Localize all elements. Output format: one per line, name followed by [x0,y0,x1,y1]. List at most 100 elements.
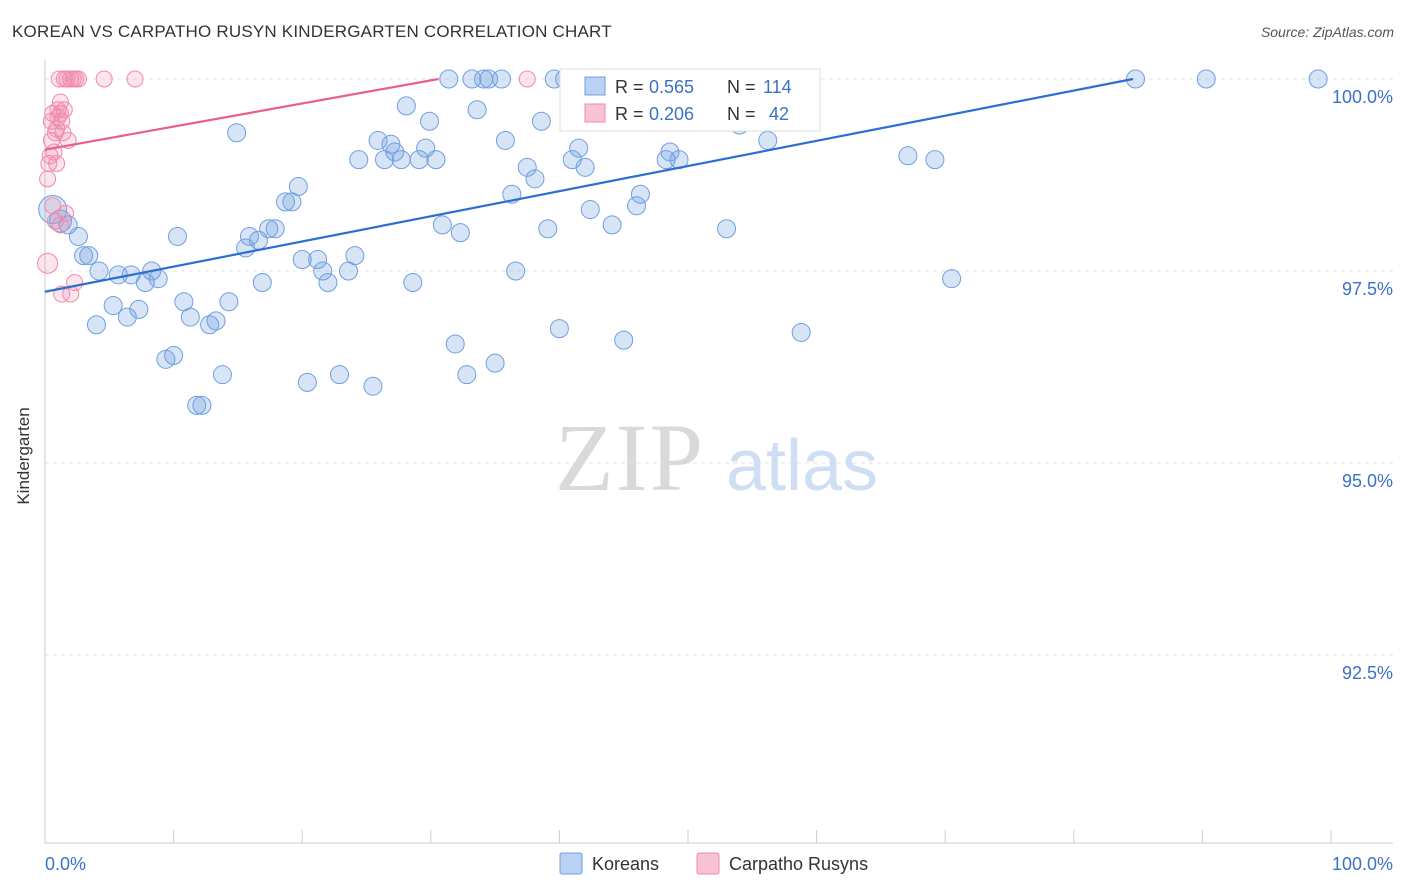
point-korean [391,150,411,170]
point-korean [86,315,106,335]
point-korean [252,273,272,293]
point-carpatho-rusyn [48,154,66,172]
point-carpatho-rusyn [55,101,73,119]
point-korean [288,177,308,197]
point-korean [492,69,512,89]
point-korean [439,69,459,89]
point-korean [450,223,470,243]
legend-r-label-1: R = [615,77,644,97]
point-korean [297,372,317,392]
axes [44,60,1393,844]
point-korean [549,319,569,339]
point-korean [517,157,537,177]
watermark-zip: ZIP [555,404,705,511]
grid-lines [45,78,1393,656]
point-korean [368,130,388,150]
y-tick-labels: 100.0% 97.5% 95.0% 92.5% [1332,87,1393,683]
point-korean [68,226,88,246]
point-korean [614,330,634,350]
x-tick-label: 0.0% [45,854,86,874]
point-korean [942,269,962,289]
point-korean [602,215,622,235]
point-korean [345,246,365,266]
point-korean [292,249,312,269]
x-tick-label: 100.0% [1332,854,1393,874]
point-korean [167,226,187,246]
legend-swatch-koreans [584,76,606,96]
point-korean [308,249,328,269]
point-korean [385,142,405,162]
stats-legend: R = 0.565 N = 114 R = 0.206 N = 42 [559,68,821,132]
point-carpatho-rusyn [51,93,69,111]
legend-n-label-1: N = [727,77,756,97]
point-korean [432,215,452,235]
point-korean [717,219,737,239]
point-korean [396,96,416,116]
point-korean [531,111,551,131]
point-korean [117,307,137,327]
bottom-swatch-rusyns [696,852,720,875]
point-korean [265,219,285,239]
source-label: Source: ZipAtlas.com [1260,24,1394,40]
point-korean [74,246,94,266]
legend-n-label-2: N = [727,104,756,124]
bottom-swatch-koreans [559,852,583,875]
point-korean [318,273,338,293]
point-korean [525,169,545,189]
point-korean [349,150,369,170]
watermark-atlas: atlas [726,426,878,506]
point-korean [363,376,383,396]
point-korean [259,219,279,239]
point-korean [426,150,446,170]
point-korean [148,269,168,289]
point-carpatho-rusyn [95,70,113,88]
point-korean [329,365,349,385]
point-korean [898,146,918,166]
point-korean [1196,69,1216,89]
point-korean [457,365,477,385]
point-korean [206,311,226,331]
trend-line-carpatho-rusyns [44,77,439,151]
point-korean [575,157,595,177]
point-korean [409,150,429,170]
bottom-label-koreans: Koreans [592,854,659,874]
legend-swatch-rusyns [584,103,606,123]
trend-line-koreans [44,77,1134,293]
point-korean [569,138,589,158]
point-korean [403,273,423,293]
watermark: ZIP atlas [555,404,878,511]
point-carpatho-rusyn [69,70,87,88]
point-korean [580,200,600,220]
point-carpatho-rusyn [58,70,76,88]
point-korean [89,261,109,281]
point-carpatho-rusyn [126,70,144,88]
bottom-label-rusyns: Carpatho Rusyns [729,854,868,874]
point-carpatho-rusyn [51,216,69,234]
y-tick-label: 95.0% [1342,471,1393,491]
point-korean [187,395,207,415]
point-korean [445,334,465,354]
legend-r-label-2: R = [615,104,644,124]
point-korean [192,395,212,415]
point-carpatho-rusyn [518,70,536,88]
point-korean [538,219,558,239]
point-korean [79,246,99,266]
point-korean [313,261,333,281]
point-korean [103,296,123,316]
point-korean [467,100,487,120]
point-korean [791,322,811,342]
point-korean [485,353,505,373]
series-legend: Koreans Carpatho Rusyns [559,852,868,875]
point-korean [219,292,239,312]
point-korean [1126,69,1146,89]
legend-n-value-1: 114 [763,77,792,97]
x-tick-labels: 0.0% 100.0% [45,854,1393,874]
chart-title: KOREAN VS CARPATHO RUSYN KINDERGARTEN CO… [12,22,612,41]
y-tick-label: 100.0% [1332,87,1393,107]
trend-lines [44,77,1134,293]
point-korean [495,130,515,150]
legend-r-value-1: 0.565 [649,77,694,97]
point-korean [758,130,778,150]
point-korean [180,307,200,327]
